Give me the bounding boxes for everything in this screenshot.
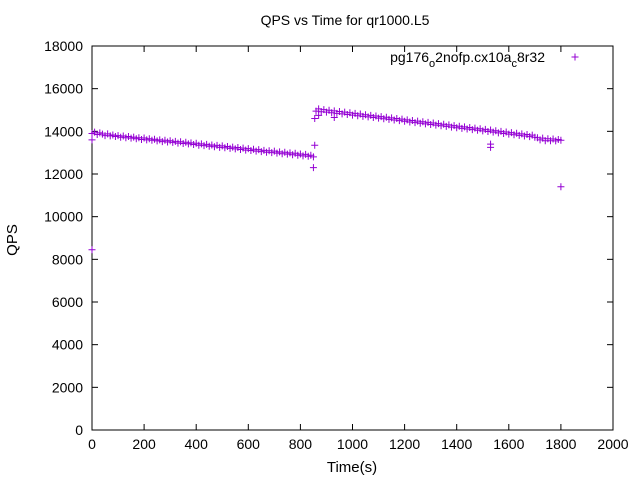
y-tick-label: 16000 [44,81,83,97]
x-tick-label: 1400 [441,436,472,452]
y-axis-title: QPS [4,224,21,256]
y-tick-label: 8000 [52,251,83,267]
data-point [557,183,565,191]
data-point [309,153,317,161]
x-axis-title: Time(s) [327,459,377,476]
legend-label-subscript: o [429,58,435,70]
x-tick-label: 800 [289,436,313,452]
legend-label: pg176o2nofp.cx10ac8r32 [390,49,545,70]
legend-label-part: 2nofp.cx10a [435,49,511,65]
data-point [309,164,317,172]
data-point [330,113,338,121]
y-tick-label: 6000 [52,294,83,310]
x-tick-label: 0 [88,436,96,452]
x-tick-label: 1600 [493,436,524,452]
plot-border [91,45,614,431]
x-tick-label: 1800 [545,436,576,452]
x-tick-label: 1200 [389,436,420,452]
x-tick-label: 200 [132,436,156,452]
y-tick-label: 18000 [44,38,83,54]
data-point [311,115,319,123]
x-tick-label: 1000 [337,436,368,452]
y-tick-label: 10000 [44,209,83,225]
legend-label-part: 8r32 [517,49,545,65]
axes: 0 200 400 600 800 1000 1200 1400 1600 1800 2000 0 20… [44,38,629,452]
data-point [88,246,96,254]
legend-marker-icon [571,53,579,61]
legend-label-part: pg176 [390,49,429,65]
y-tick-label: 14000 [44,123,83,139]
x-tick-label: 600 [237,436,261,452]
x-tick-label: 400 [185,436,209,452]
y-tick-label: 2000 [52,379,83,395]
y-tick-label: 4000 [52,337,83,353]
data-points [88,105,565,254]
data-point [557,136,565,144]
data-point [88,136,96,144]
y-tick-label: 12000 [44,166,83,182]
data-point [315,111,323,119]
y-tick-label: 0 [75,422,83,438]
data-point [311,141,319,149]
legend-label-subscript: c [511,58,517,70]
chart-title: QPS vs Time for qr1000.L5 [261,12,430,28]
x-tick-label: 2000 [597,436,628,452]
data-point [487,140,495,148]
legend: pg176o2nofp.cx10ac8r32 [390,49,579,70]
